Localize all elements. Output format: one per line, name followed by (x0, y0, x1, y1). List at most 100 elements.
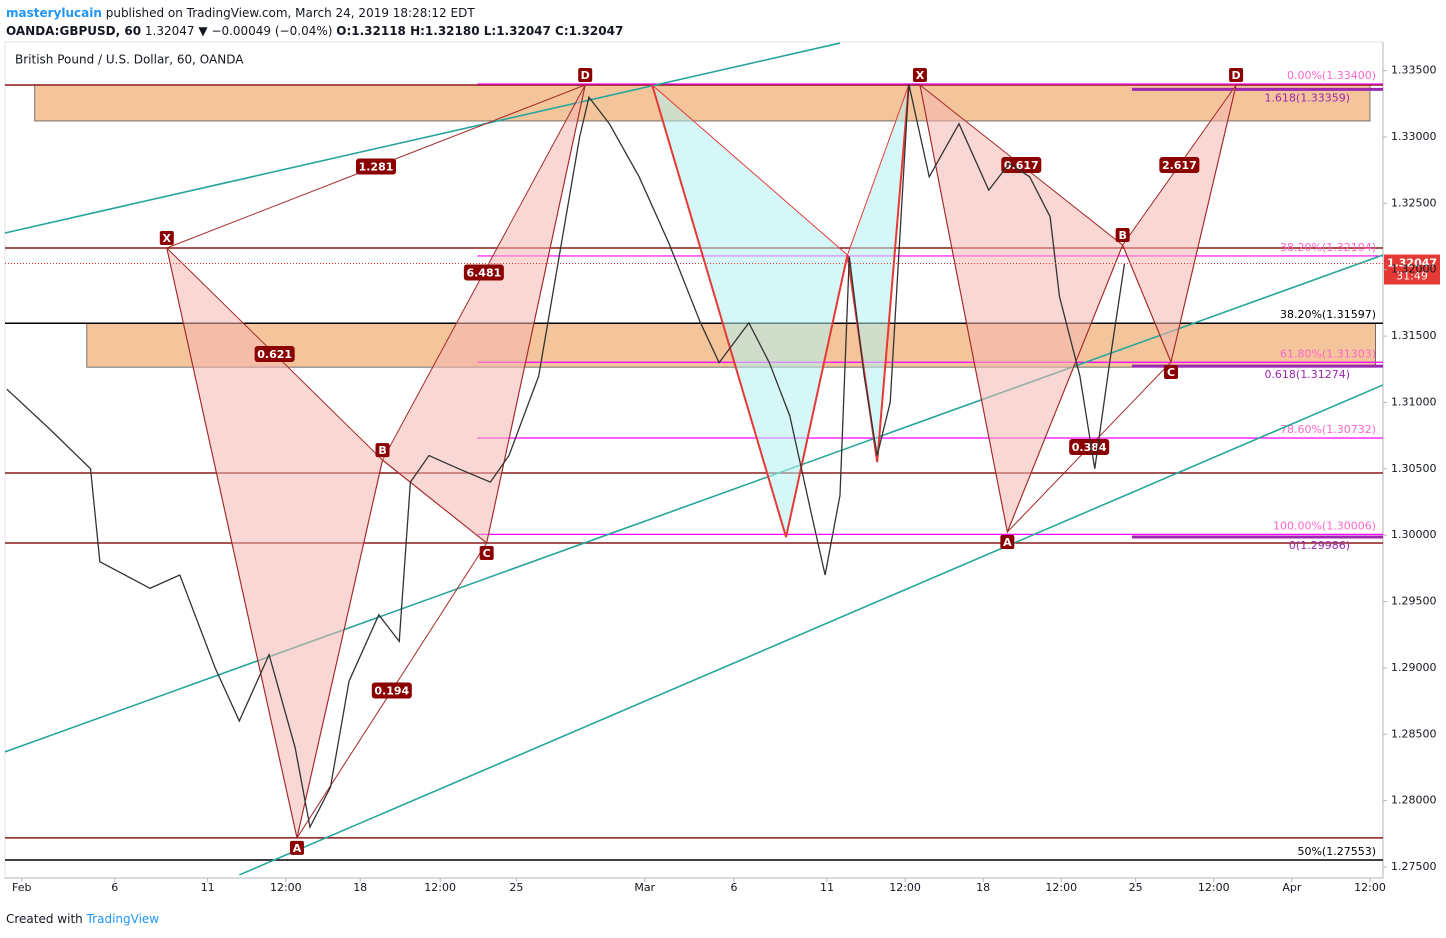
header: masterylucain published on TradingView.c… (6, 4, 623, 40)
ratio-box (1001, 157, 1042, 174)
point-box (1000, 535, 1015, 550)
ratio-label: 6.481 (466, 267, 501, 280)
trend-line (4, 254, 1384, 753)
y-tick-label: 1.30000 (1391, 528, 1437, 541)
ratio-label: 1.281 (359, 160, 394, 173)
point-box (1229, 68, 1244, 83)
y-tick-label: 1.28500 (1391, 727, 1437, 740)
fib-label: 50%(1.27553) (1297, 845, 1376, 858)
point-label: X (163, 232, 172, 245)
x-tick-label: Mar (634, 881, 655, 894)
x-tick-label: 12:00 (424, 881, 456, 894)
price-line (6, 83, 1126, 830)
countdown: 31:49 (1396, 270, 1428, 283)
point-label: X (916, 69, 925, 82)
ratio-label: 0.617 (1004, 159, 1039, 172)
fib-label: 38.20%(1.31597) (1280, 308, 1376, 321)
pattern-fill (381, 84, 586, 544)
fib-label: 78.60%(1.30732) (1280, 423, 1376, 436)
x-tick-label: 12:00 (889, 881, 921, 894)
footer: Created with TradingView (6, 912, 159, 926)
ratio-box (1069, 438, 1110, 455)
y-tick-label: 1.29000 (1391, 661, 1437, 674)
fib-label: 1.618(1.33359) (1264, 91, 1350, 104)
point-box (289, 840, 304, 855)
pattern-fill (846, 84, 910, 463)
footer-brand[interactable]: TradingView (86, 912, 160, 926)
point-label: C (1167, 366, 1175, 379)
fib-label: 0(1.29986) (1289, 539, 1350, 552)
x-tick-label: 12:00 (1198, 881, 1230, 894)
x-tick-label: 25 (1129, 881, 1143, 894)
pattern-path (651, 84, 910, 538)
point-label: C (483, 547, 491, 560)
ohlc: O:1.32118 H:1.32180 L:1.32047 C:1.32047 (336, 24, 624, 38)
ratio-box (463, 264, 504, 281)
x-tick-label: 6 (111, 881, 118, 894)
pattern-fill (651, 83, 848, 538)
y-tick-label: 1.30500 (1391, 462, 1437, 475)
y-tick-label: 1.32000 (1391, 263, 1437, 276)
y-tick-label: 1.31500 (1391, 329, 1437, 342)
fib-label: 0.618(1.31274) (1264, 368, 1350, 381)
point-label: A (293, 842, 302, 855)
ratio-label: 0.194 (374, 684, 409, 697)
trend-line (4, 42, 841, 234)
change: ▼ −0.00049 (−0.04%) (198, 24, 333, 38)
point-box (159, 230, 174, 245)
publisher[interactable]: masterylucain (6, 6, 102, 20)
ratio-box (371, 682, 412, 699)
ratio-box (1159, 157, 1200, 174)
trend-line (239, 384, 1384, 876)
point-box (912, 68, 927, 83)
y-tick-label: 1.29500 (1391, 595, 1437, 608)
x-tick-label: 18 (976, 881, 990, 894)
x-tick-label: 6 (730, 881, 737, 894)
last-price-box (1384, 254, 1440, 285)
x-tick-label: 18 (353, 881, 367, 894)
x-tick-label: 11 (820, 881, 834, 894)
x-tick-label: Apr (1282, 881, 1302, 894)
ratio-label: 0.384 (1072, 441, 1107, 454)
x-tick-label: 12:00 (1354, 881, 1386, 894)
pattern-path (919, 84, 1237, 534)
pattern-path (166, 84, 586, 839)
fib-label: 0.00%(1.33400) (1287, 69, 1376, 82)
pattern-fill (1122, 84, 1237, 364)
point-box (578, 68, 593, 83)
ratio-box (356, 158, 396, 175)
publish-line: masterylucain published on TradingView.c… (6, 4, 623, 22)
point-box (1164, 364, 1178, 379)
point-box (375, 443, 390, 458)
x-tick-label: Feb (12, 881, 31, 894)
point-box (1115, 228, 1130, 243)
point-label: B (1118, 229, 1126, 242)
pattern-fill (919, 83, 1124, 534)
fib-label: 61.80%(1.31303) (1280, 347, 1376, 360)
footer-prefix: Created with (6, 912, 83, 926)
last: 1.32047 (144, 24, 195, 38)
symbol: OANDA:GBPUSD, 60 (6, 24, 142, 38)
y-tick-label: 1.27500 (1391, 860, 1437, 873)
y-tick-label: 1.32500 (1391, 196, 1437, 209)
ratio-label: 0.621 (257, 348, 292, 361)
fib-label: 38.20%(1.32104) (1280, 241, 1376, 254)
point-box (479, 546, 494, 561)
point-label: D (1232, 69, 1241, 82)
fib-label: 100.00%(1.30006) (1273, 519, 1376, 532)
y-tick-label: 1.33500 (1391, 64, 1437, 77)
point-label: D (581, 69, 590, 82)
ratio-label: 2.617 (1162, 159, 1197, 172)
ratio-box (254, 346, 295, 363)
x-tick-label: 25 (509, 881, 523, 894)
y-tick-label: 1.28000 (1391, 794, 1437, 807)
chart-title: British Pound / U.S. Dollar, 60, OANDA (15, 53, 244, 67)
point-label: A (1003, 536, 1012, 549)
x-tick-label: 12:00 (270, 881, 302, 894)
published: published on TradingView.com, March 24, … (105, 6, 475, 20)
point-label: B (378, 444, 386, 457)
zone (34, 84, 1371, 122)
x-tick-label: 12:00 (1045, 881, 1077, 894)
